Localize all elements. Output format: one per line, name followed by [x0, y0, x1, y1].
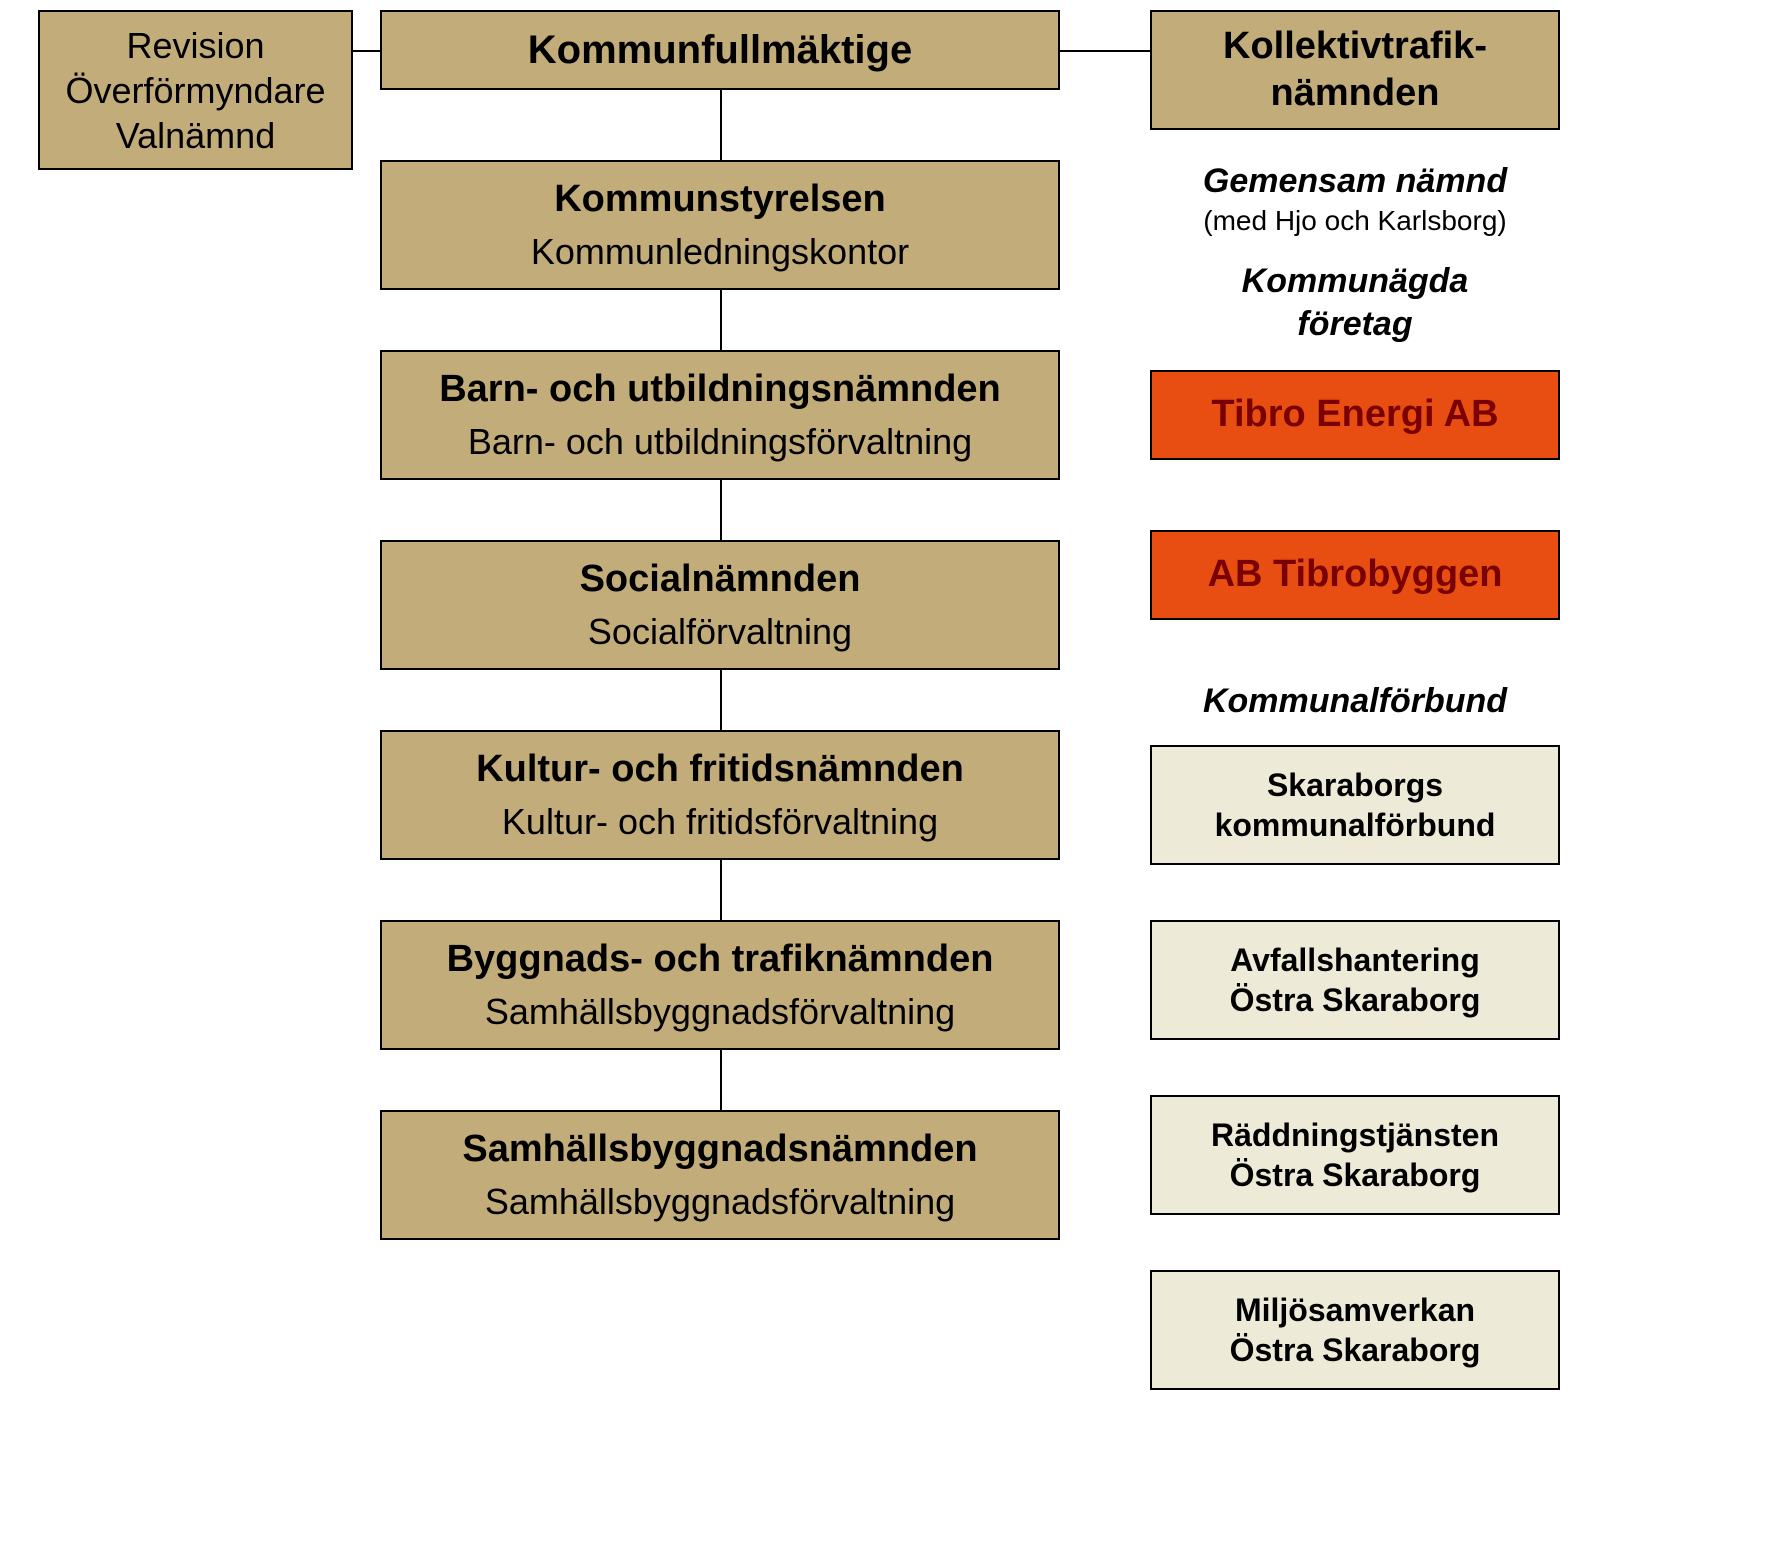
connector-vline-2: [720, 480, 722, 540]
center-box-title: Socialnämnden: [580, 556, 861, 604]
right-label-line1: Kommunägda: [1150, 260, 1560, 303]
right-top-line: Kollektivtrafik-: [1223, 23, 1487, 71]
right-top-line: nämnden: [1271, 70, 1440, 118]
forbund-box-line: Östra Skaraborg: [1230, 1330, 1481, 1370]
center-box-soc: Socialnämnden Socialförvaltning: [380, 540, 1060, 670]
company-box-title: AB Tibrobyggen: [1208, 551, 1503, 599]
forbund-box-line: Avfallshantering: [1230, 940, 1480, 980]
forbund-box-skf: Skaraborgskommunalförbund: [1150, 745, 1560, 865]
center-box-subtitle: Socialförvaltning: [588, 609, 852, 654]
forbund-box-line: Östra Skaraborg: [1230, 1155, 1481, 1195]
center-box-title: Kommunfullmäktige: [528, 25, 912, 75]
connector-vline-3: [720, 670, 722, 730]
right-label-foretag: Kommunägdaföretag: [1150, 260, 1560, 345]
center-box-title: Kultur- och fritidsnämnden: [476, 746, 964, 794]
company-box-tibrobyggen: AB Tibrobyggen: [1150, 530, 1560, 620]
center-box-title: Samhällsbyggnadsnämnden: [462, 1126, 977, 1174]
center-box-kof: Kultur- och fritidsnämnden Kultur- och fr…: [380, 730, 1060, 860]
forbund-box-line: Östra Skaraborg: [1230, 980, 1481, 1020]
company-box-title: Tibro Energi AB: [1211, 391, 1498, 439]
forbund-box-ros: RäddningstjänstenÖstra Skaraborg: [1150, 1095, 1560, 1215]
connector-vline-1: [720, 290, 722, 350]
box-kollektivtrafiknamnden: Kollektivtrafik-nämnden: [1150, 10, 1560, 130]
forbund-box-mos: MiljösamverkanÖstra Skaraborg: [1150, 1270, 1560, 1390]
forbund-box-aos: AvfallshanteringÖstra Skaraborg: [1150, 920, 1560, 1040]
center-box-title: Byggnads- och trafiknämnden: [447, 936, 994, 984]
box-revision-overformyndare-valnamnd: RevisionÖverförmyndareValnämnd: [38, 10, 353, 170]
right-label-line1: Kommunalförbund: [1150, 680, 1560, 723]
company-box-tibro-energi: Tibro Energi AB: [1150, 370, 1560, 460]
center-box-subtitle: Samhällsbyggnadsförvaltning: [485, 989, 955, 1034]
right-label-gemensam: Gemensam nämnd(med Hjo och Karlsborg): [1150, 160, 1560, 238]
center-box-ks: Kommunstyrelsen Kommunledningskontor: [380, 160, 1060, 290]
right-label-line2: (med Hjo och Karlsborg): [1150, 203, 1560, 238]
left-box-line: Revision: [126, 23, 264, 68]
right-label-forbund: Kommunalförbund: [1150, 680, 1560, 723]
center-box-subtitle: Samhällsbyggnadsförvaltning: [485, 1179, 955, 1224]
connector-vline-4: [720, 860, 722, 920]
center-box-bun: Barn- och utbildningsnämnden Barn- och ut…: [380, 350, 1060, 480]
center-box-subtitle: Kommunledningskontor: [531, 229, 909, 274]
forbund-box-line: kommunalförbund: [1215, 805, 1496, 845]
left-box-line: Valnämnd: [116, 113, 275, 158]
right-label-line1: företag: [1150, 303, 1560, 346]
connector-vline-0: [720, 90, 722, 160]
left-box-line: Överförmyndare: [65, 68, 325, 113]
center-box-subtitle: Barn- och utbildningsförvaltning: [468, 419, 972, 464]
center-box-bot: Byggnads- och trafiknämnden Samhällsbyggn…: [380, 920, 1060, 1050]
forbund-box-line: Räddningstjänsten: [1211, 1115, 1499, 1155]
forbund-box-line: Skaraborgs: [1267, 765, 1443, 805]
forbund-box-line: Miljösamverkan: [1235, 1290, 1475, 1330]
center-box-sbn: Samhällsbyggnadsnämnden Samhällsbyggnadsf…: [380, 1110, 1060, 1240]
center-box-title: Kommunstyrelsen: [554, 176, 886, 224]
center-box-kf: Kommunfullmäktige: [380, 10, 1060, 90]
right-label-line1: Gemensam nämnd: [1150, 160, 1560, 203]
connector-vline-5: [720, 1050, 722, 1110]
center-box-subtitle: Kultur- och fritidsförvaltning: [502, 799, 938, 844]
center-box-title: Barn- och utbildningsnämnden: [439, 366, 1001, 414]
